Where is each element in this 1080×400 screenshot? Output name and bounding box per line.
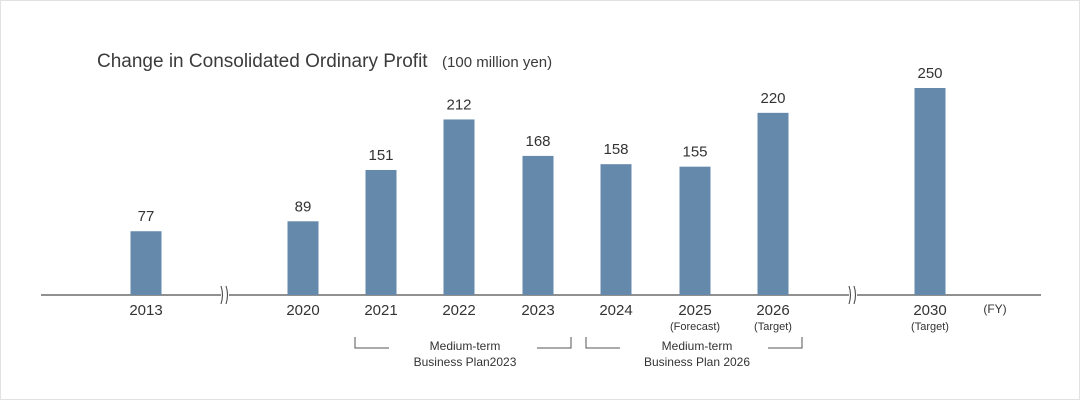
axis-break-gap-2 xyxy=(849,286,857,304)
bar-2022 xyxy=(443,119,475,296)
x-tick-label-2026: 2026 xyxy=(756,302,789,319)
plan-bracket-right-2 xyxy=(768,337,803,349)
x-sublabel-2030: (Target) xyxy=(911,321,949,333)
plan-label-line2-2: Business Plan 2026 xyxy=(644,355,750,369)
value-label-2024: 158 xyxy=(603,141,628,158)
bar-2025 xyxy=(679,166,711,295)
x-tick-label-2020: 2020 xyxy=(286,302,319,319)
axis-break-mark-1-b xyxy=(225,285,229,305)
value-label-2020: 89 xyxy=(295,198,312,215)
bar-2020 xyxy=(287,221,319,295)
bar-2030 xyxy=(914,88,946,295)
x-tick-label-2025: 2025 xyxy=(678,302,711,319)
axis-break-gap-1 xyxy=(221,286,229,304)
chart-title: Change in Consolidated Ordinary Profit xyxy=(97,51,428,72)
bar-2026 xyxy=(757,112,789,295)
x-sublabel-2026: (Target) xyxy=(754,321,792,333)
x-tick-label-2022: 2022 xyxy=(442,302,475,319)
bar-2013 xyxy=(130,231,162,295)
plan-label-line2-1: Business Plan2023 xyxy=(414,355,517,369)
value-label-2026: 220 xyxy=(760,90,785,107)
value-label-2025: 155 xyxy=(682,144,707,161)
bar-2024 xyxy=(600,164,632,295)
bar-2023 xyxy=(522,155,554,295)
axis-break-mark-1-a xyxy=(220,285,224,305)
plan-bracket-left-2 xyxy=(585,337,620,349)
x-sublabel-2025: (Forecast) xyxy=(670,321,720,333)
x-axis-unit-label: (FY) xyxy=(983,302,1006,316)
x-tick-label-2030: 2030 xyxy=(913,302,946,319)
value-label-2023: 168 xyxy=(525,133,550,150)
value-label-2022: 212 xyxy=(446,96,471,113)
x-tick-label-2021: 2021 xyxy=(364,302,397,319)
x-tick-label-2023: 2023 xyxy=(521,302,554,319)
plan-bracket-right-1 xyxy=(537,337,572,349)
plan-label-line1-2: Medium-term xyxy=(662,339,733,353)
axis-break-mark-2-b xyxy=(853,285,857,305)
axis-break-mark-2-a xyxy=(848,285,852,305)
x-tick-label-2024: 2024 xyxy=(599,302,632,319)
value-label-2013: 77 xyxy=(138,208,155,225)
value-label-2021: 151 xyxy=(368,147,393,164)
plan-label-line1-1: Medium-term xyxy=(430,339,501,353)
bar-2021 xyxy=(365,169,397,295)
x-tick-label-2013: 2013 xyxy=(129,302,162,319)
plan-bracket-left-1 xyxy=(354,337,389,349)
chart-title-block: Change in Consolidated Ordinary Profit (… xyxy=(97,51,552,73)
value-label-2030: 250 xyxy=(917,65,942,82)
chart-unit: (100 million yen) xyxy=(442,54,553,71)
